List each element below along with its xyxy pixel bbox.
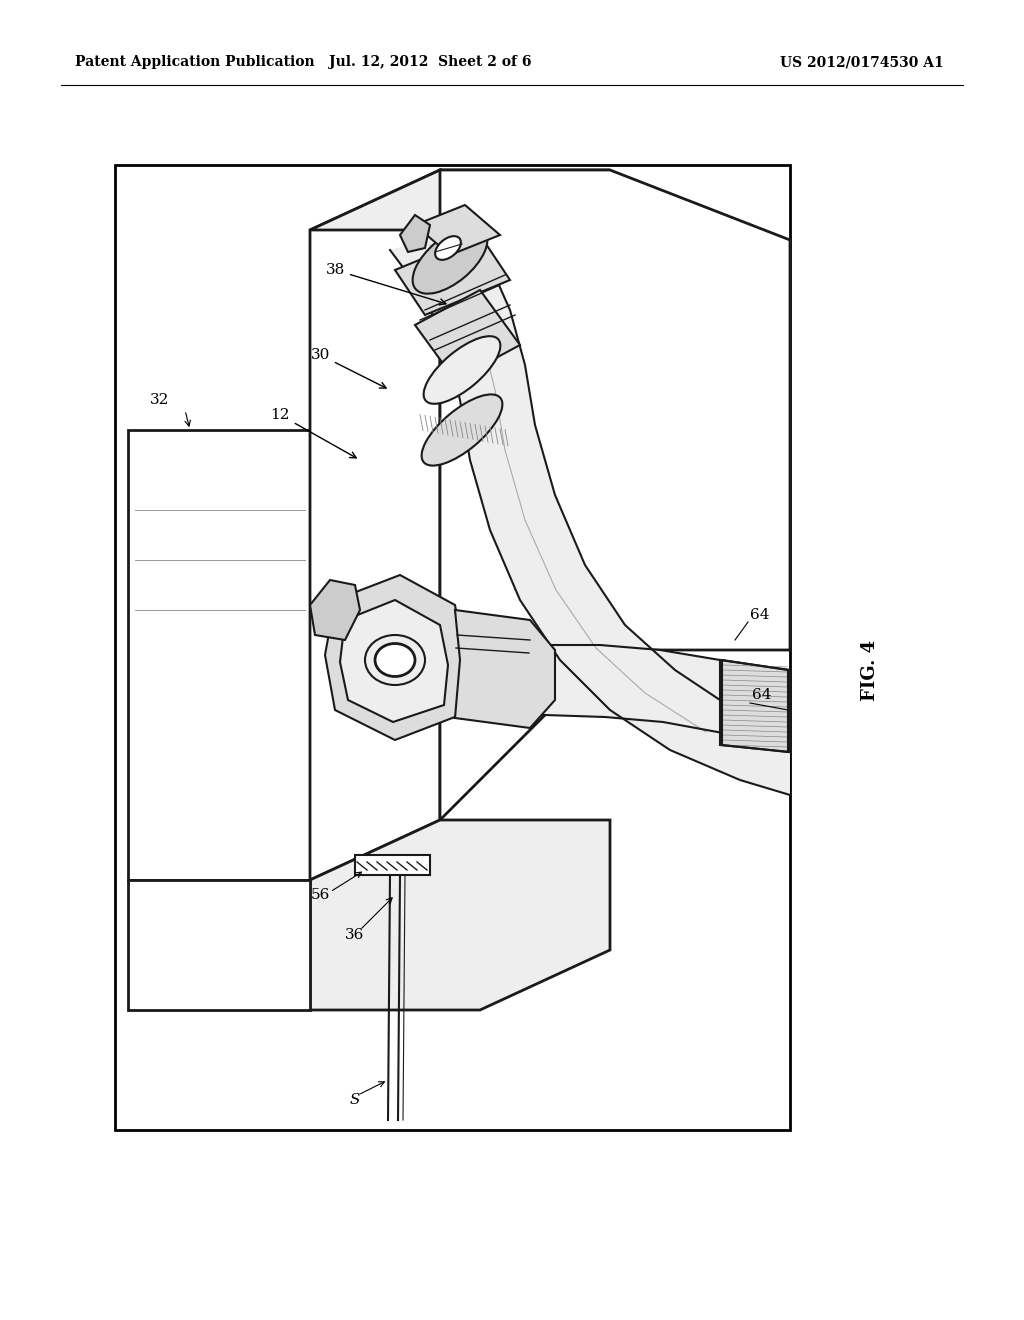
Text: FIG. 4: FIG. 4 bbox=[861, 639, 879, 701]
Polygon shape bbox=[380, 645, 790, 748]
Polygon shape bbox=[415, 290, 520, 380]
Polygon shape bbox=[455, 610, 555, 729]
Polygon shape bbox=[395, 235, 510, 315]
Polygon shape bbox=[390, 230, 790, 795]
Text: Patent Application Publication: Patent Application Publication bbox=[75, 55, 314, 69]
Polygon shape bbox=[310, 579, 360, 640]
Polygon shape bbox=[440, 170, 790, 820]
Polygon shape bbox=[415, 205, 500, 255]
Ellipse shape bbox=[375, 644, 415, 676]
Text: 12: 12 bbox=[270, 408, 356, 458]
Polygon shape bbox=[400, 215, 430, 252]
Text: 56: 56 bbox=[310, 888, 330, 902]
Text: 32: 32 bbox=[151, 393, 170, 407]
Polygon shape bbox=[310, 170, 440, 880]
Bar bbox=[115, 165, 790, 1130]
Text: 36: 36 bbox=[345, 928, 365, 942]
Polygon shape bbox=[310, 820, 610, 1010]
Text: 64: 64 bbox=[750, 609, 769, 622]
Text: US 2012/0174530 A1: US 2012/0174530 A1 bbox=[780, 55, 944, 69]
Polygon shape bbox=[720, 660, 790, 752]
Polygon shape bbox=[128, 430, 310, 880]
Ellipse shape bbox=[365, 635, 425, 685]
Ellipse shape bbox=[422, 395, 503, 466]
Text: S: S bbox=[350, 1093, 360, 1107]
Polygon shape bbox=[128, 880, 310, 1010]
Text: 38: 38 bbox=[326, 263, 445, 305]
Ellipse shape bbox=[413, 226, 487, 293]
Ellipse shape bbox=[424, 337, 501, 404]
Text: 64: 64 bbox=[752, 688, 771, 702]
Polygon shape bbox=[325, 576, 465, 741]
Polygon shape bbox=[310, 170, 610, 230]
Ellipse shape bbox=[435, 236, 461, 260]
Polygon shape bbox=[340, 601, 449, 722]
Text: 30: 30 bbox=[310, 348, 386, 388]
Text: Jul. 12, 2012  Sheet 2 of 6: Jul. 12, 2012 Sheet 2 of 6 bbox=[329, 55, 531, 69]
Polygon shape bbox=[355, 855, 430, 875]
